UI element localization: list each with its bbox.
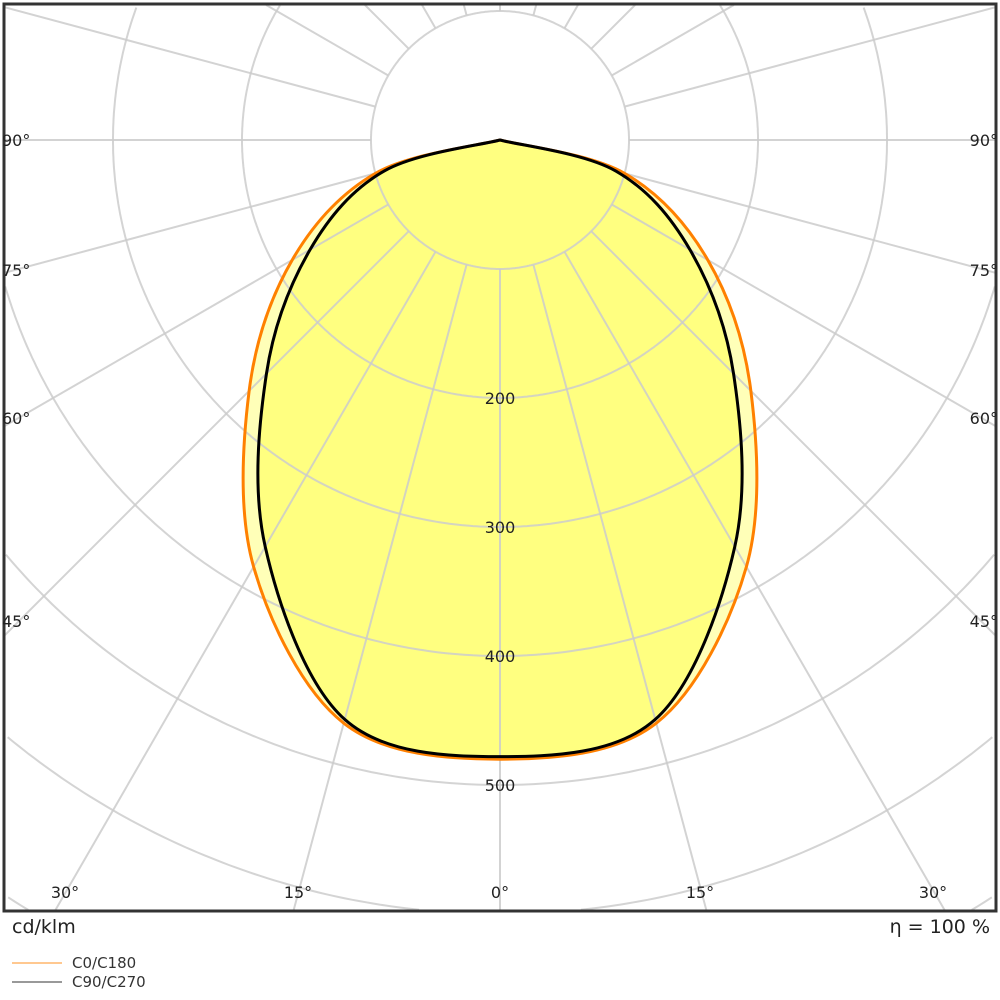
grid-radial: [563, 251, 946, 910]
grid-radial: [5, 172, 376, 274]
grid-radial: [364, 5, 410, 50]
angle-label-left: 75°: [2, 261, 30, 280]
grid-radial: [421, 5, 437, 29]
grid-radial: [5, 6, 376, 108]
legend-swatch-c0: [12, 962, 62, 964]
radial-tick-label: 200: [485, 389, 516, 408]
radial-tick-label: 300: [485, 518, 516, 537]
grid-radial: [624, 172, 995, 274]
angle-label-left: 60°: [2, 409, 30, 428]
grid-circle: [7, 736, 993, 910]
radial-tick-label: 400: [485, 647, 516, 666]
angle-label-bottom: 15°: [284, 883, 312, 902]
chart-frame: [2, 2, 998, 913]
polar-grid: [5, 5, 995, 910]
angle-label-right: 45°: [970, 612, 998, 631]
grid-radial: [611, 5, 735, 77]
grid-radial: [624, 6, 995, 108]
grid-radial: [563, 5, 579, 29]
grid-circle: [5, 286, 995, 657]
grid-radial: [462, 5, 468, 16]
angle-label-bottom: 15°: [686, 883, 714, 902]
legend-item-c0: C0/C180: [12, 954, 136, 972]
curves: [241, 138, 759, 761]
polar-chart: 200 300 400 500 90° 90° 75° 75° 60° 60° 45° 45° 30° 1…: [2, 2, 998, 913]
angle-label-bottom: 0°: [491, 883, 509, 902]
grid-radial: [54, 251, 437, 910]
grid-radial: [532, 264, 708, 910]
axis-labels: 200 300 400 500 90° 90° 75° 75° 60° 60° 45° 45° 30° 1…: [2, 131, 998, 902]
curve-c0-c180: [241, 138, 759, 761]
angle-label-right: 90°: [970, 131, 998, 150]
grid-circle: [241, 5, 759, 399]
legend-label-c90: C90/C270: [72, 973, 146, 991]
curve-c90-c270: [256, 138, 744, 759]
radial-tick-label: 500: [485, 776, 516, 795]
legend-item-c90: C90/C270: [12, 973, 146, 991]
unit-label: cd/klm: [12, 916, 76, 938]
efficiency-label: η = 100 %: [889, 916, 990, 938]
grid-radial: [5, 203, 389, 427]
angle-label-bottom: 30°: [919, 883, 947, 902]
legend-swatch-c90: [12, 981, 62, 983]
angle-label-left: 90°: [2, 131, 30, 150]
angle-label-bottom: 30°: [51, 883, 79, 902]
grid-circle: [112, 7, 888, 528]
grid-circle: [7, 896, 993, 910]
grid-radial: [265, 5, 389, 77]
grid-radial: [590, 230, 995, 636]
grid-circle: [5, 553, 995, 786]
angle-label-right: 75°: [970, 261, 998, 280]
angle-label-left: 45°: [2, 612, 30, 631]
legend-label-c0: C0/C180: [72, 954, 137, 972]
angle-label-right: 60°: [970, 409, 998, 428]
grid-radial: [611, 203, 995, 427]
grid-radial: [292, 264, 468, 910]
grid-radial: [590, 5, 636, 50]
grid-radial: [532, 5, 538, 16]
grid-radial: [5, 230, 410, 636]
